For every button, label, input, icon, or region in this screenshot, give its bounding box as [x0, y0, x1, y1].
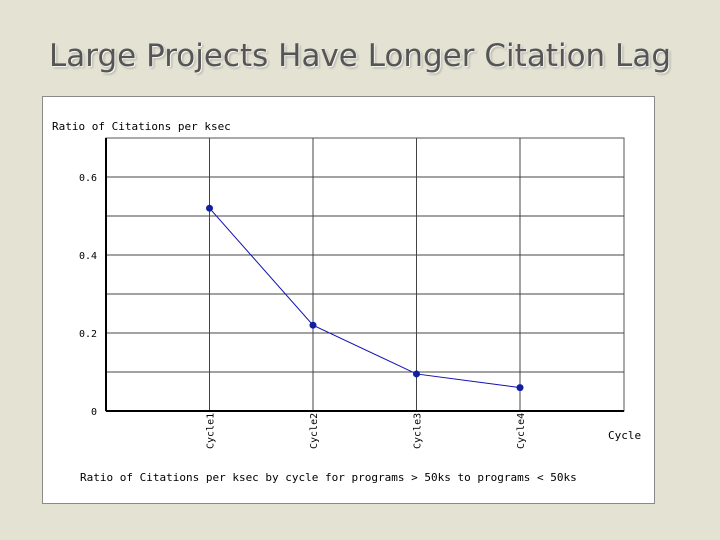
plot-frame [105, 137, 625, 412]
series-line [209, 207, 521, 389]
data-point [516, 384, 524, 392]
y-tick-label: 0.2 [79, 329, 97, 340]
y-tick-label: 0.6 [79, 173, 97, 184]
data-point [413, 370, 420, 378]
chart-panel: 0 0.2 0.4 0.6 Cycle1 Cycle2 Cycle3 Cycle4 Rati… [42, 96, 655, 504]
slide-title: Large Projects Have Longer Citation Lag [49, 38, 671, 74]
axes [105, 138, 624, 412]
y-tick-labels: 0 0.2 0.4 0.6 [79, 173, 97, 418]
chart-subtitle: Ratio of Citations per ksec by cycle for… [80, 471, 577, 484]
x-tick-label: Cycle2 [309, 413, 320, 449]
line-chart: 0 0.2 0.4 0.6 Cycle1 Cycle2 Cycle3 Cycle4 Rati… [52, 120, 641, 484]
y-tick-label: 0 [91, 407, 97, 418]
x-tick-label: Cycle4 [516, 413, 527, 449]
x-tick-label: Cycle1 [206, 413, 217, 449]
series-line [209, 207, 521, 389]
x-axis-label: Cycle [608, 429, 641, 442]
data-point [309, 321, 317, 329]
x-tick-labels: Cycle1 Cycle2 Cycle3 Cycle4 [206, 413, 528, 449]
data-point [206, 204, 213, 212]
grid-lines [105, 137, 625, 412]
chart-title: Ratio of Citations per ksec [52, 120, 231, 133]
x-tick-label: Cycle3 [413, 413, 424, 449]
data-points [206, 204, 524, 392]
y-tick-label: 0.4 [79, 251, 97, 262]
